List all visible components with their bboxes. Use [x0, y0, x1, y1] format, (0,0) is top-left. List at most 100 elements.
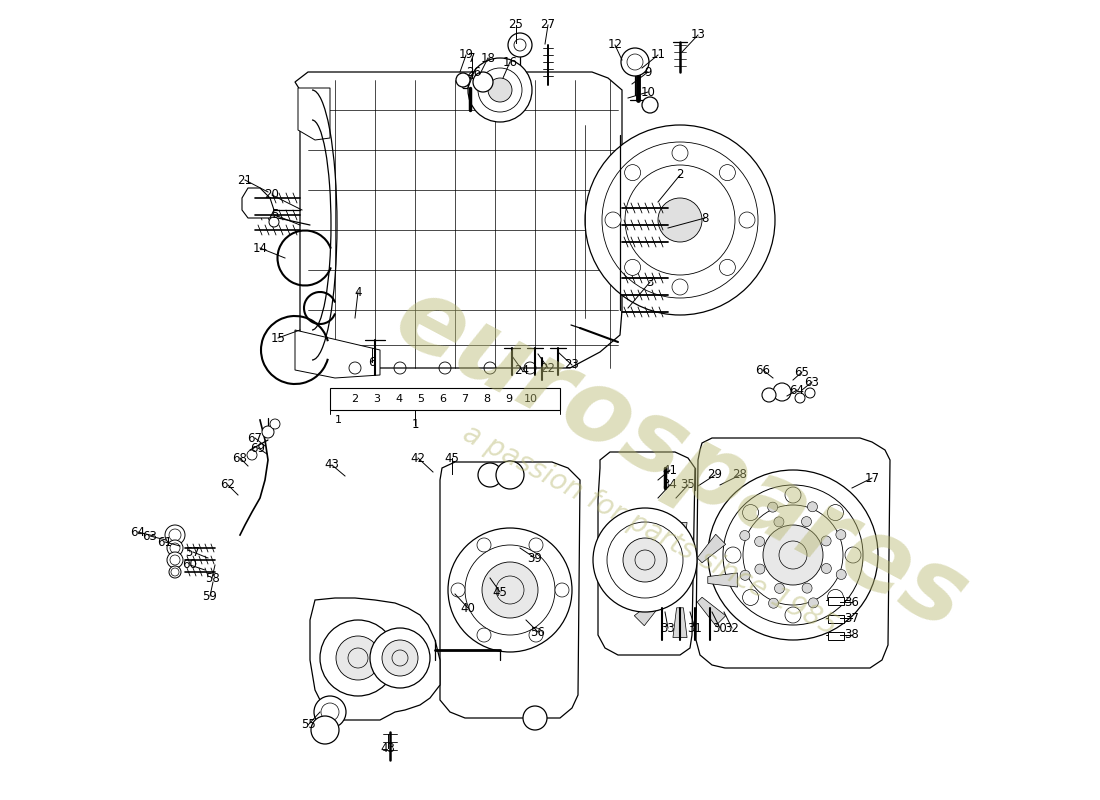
Text: 67: 67 — [248, 431, 263, 445]
Circle shape — [336, 636, 380, 680]
Text: 61: 61 — [157, 535, 173, 549]
Polygon shape — [623, 573, 652, 587]
Circle shape — [827, 590, 844, 606]
Circle shape — [556, 583, 569, 597]
Text: 43: 43 — [381, 742, 395, 754]
Text: 5: 5 — [418, 394, 425, 404]
Text: 32: 32 — [725, 622, 739, 634]
Text: 10: 10 — [524, 394, 538, 404]
Circle shape — [808, 598, 818, 608]
Text: 45: 45 — [444, 451, 460, 465]
Circle shape — [762, 388, 776, 402]
Polygon shape — [295, 330, 380, 378]
Circle shape — [658, 198, 702, 242]
Circle shape — [773, 383, 791, 401]
Text: 2: 2 — [676, 169, 684, 182]
Circle shape — [382, 640, 418, 676]
Text: 40: 40 — [461, 602, 475, 614]
Text: 43: 43 — [324, 458, 340, 471]
Text: 63: 63 — [804, 375, 820, 389]
Polygon shape — [295, 72, 622, 368]
Text: 41: 41 — [662, 463, 678, 477]
Text: 24: 24 — [515, 363, 529, 377]
Text: 65: 65 — [794, 366, 810, 378]
Circle shape — [370, 628, 430, 688]
Bar — [828, 597, 844, 605]
Text: 56: 56 — [530, 626, 546, 638]
Text: 8: 8 — [702, 211, 708, 225]
Circle shape — [739, 212, 755, 228]
Text: 19: 19 — [459, 49, 473, 62]
Text: 1: 1 — [334, 415, 341, 425]
Circle shape — [708, 470, 878, 640]
Text: 36: 36 — [845, 595, 859, 609]
Circle shape — [170, 555, 180, 565]
Text: 18: 18 — [481, 51, 495, 65]
Text: 27: 27 — [540, 18, 556, 31]
Text: 31: 31 — [688, 622, 703, 634]
Text: 6: 6 — [440, 394, 447, 404]
Circle shape — [320, 620, 396, 696]
Circle shape — [478, 463, 502, 487]
Text: 58: 58 — [205, 571, 219, 585]
Circle shape — [496, 461, 524, 489]
Circle shape — [719, 165, 736, 181]
Text: 15: 15 — [271, 331, 285, 345]
Circle shape — [802, 583, 812, 593]
Text: 21: 21 — [238, 174, 253, 186]
Circle shape — [802, 517, 812, 526]
Text: 16: 16 — [503, 55, 517, 69]
Text: 30: 30 — [713, 622, 727, 634]
Circle shape — [785, 607, 801, 623]
Polygon shape — [697, 534, 726, 562]
Text: 38: 38 — [845, 629, 859, 642]
Text: 66: 66 — [756, 363, 770, 377]
Text: 7: 7 — [469, 51, 475, 65]
Polygon shape — [440, 462, 580, 718]
Text: 60: 60 — [183, 558, 197, 571]
Text: 23: 23 — [564, 358, 580, 371]
Circle shape — [755, 564, 764, 574]
Polygon shape — [635, 598, 663, 626]
Text: 17: 17 — [865, 471, 880, 485]
Text: 4: 4 — [354, 286, 362, 298]
Circle shape — [769, 598, 779, 608]
Circle shape — [451, 583, 465, 597]
Polygon shape — [310, 598, 440, 720]
Circle shape — [262, 426, 274, 438]
Circle shape — [270, 419, 280, 429]
Text: 35: 35 — [681, 478, 695, 491]
Circle shape — [742, 505, 759, 521]
Text: 25: 25 — [508, 18, 524, 31]
Circle shape — [165, 525, 185, 545]
Circle shape — [468, 58, 532, 122]
Circle shape — [774, 583, 784, 594]
Text: 59: 59 — [202, 590, 218, 602]
Circle shape — [477, 628, 491, 642]
Circle shape — [827, 505, 844, 521]
Circle shape — [585, 125, 776, 315]
Text: 28: 28 — [733, 469, 747, 482]
Circle shape — [477, 538, 491, 552]
Polygon shape — [673, 608, 688, 638]
Circle shape — [672, 279, 688, 295]
Circle shape — [169, 566, 182, 578]
Circle shape — [473, 72, 493, 92]
Text: 57: 57 — [186, 546, 200, 558]
Circle shape — [508, 33, 532, 57]
Text: 9: 9 — [645, 66, 651, 78]
Circle shape — [672, 145, 688, 161]
Polygon shape — [696, 438, 890, 668]
Text: 13: 13 — [691, 29, 705, 42]
Circle shape — [740, 530, 750, 541]
Text: 4: 4 — [395, 394, 403, 404]
Text: 3: 3 — [647, 275, 653, 289]
Circle shape — [621, 48, 649, 76]
Polygon shape — [673, 522, 688, 552]
Circle shape — [170, 543, 180, 553]
Polygon shape — [298, 88, 330, 140]
Circle shape — [785, 487, 801, 503]
Text: 33: 33 — [661, 622, 675, 634]
Text: 8: 8 — [483, 394, 491, 404]
Text: 69: 69 — [251, 442, 265, 454]
